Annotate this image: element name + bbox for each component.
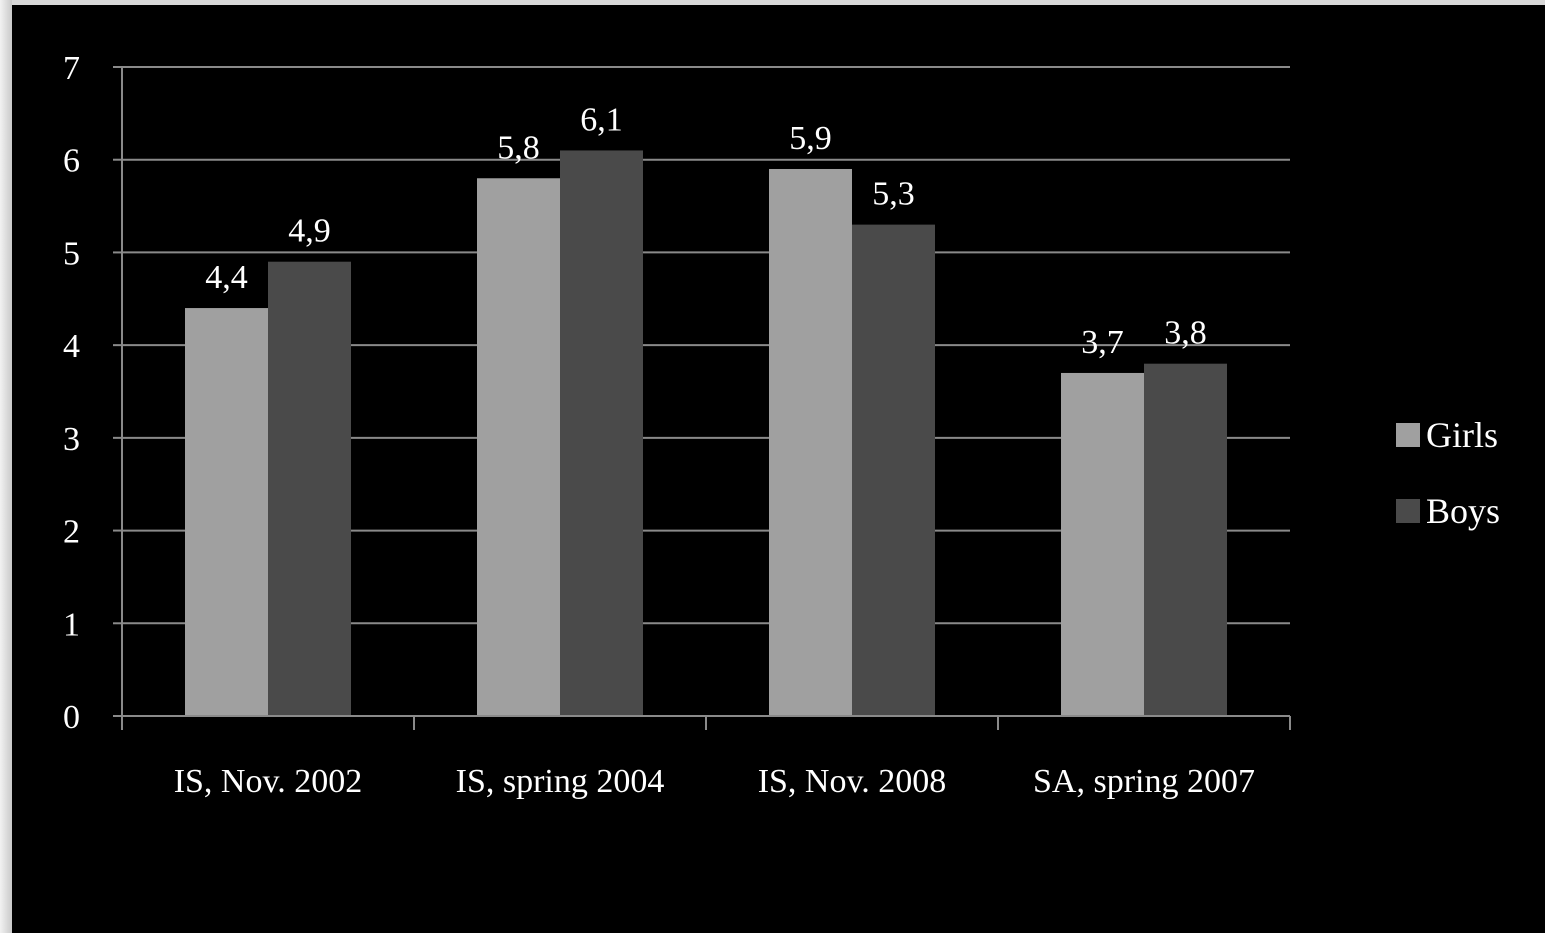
- x-axis-labels: IS, Nov. 2002 IS, spring 2004 IS, Nov. 200…: [174, 763, 1255, 800]
- data-label-girls-4: 3,7: [1081, 324, 1124, 361]
- data-labels: 4,4 4,9 5,8 6,1 5,9 5,3 3,7 3,8: [205, 101, 1207, 361]
- data-label-girls-2: 5,8: [497, 129, 540, 166]
- x-category-label: IS, Nov. 2002: [174, 763, 363, 800]
- bar-boys-4: [1144, 363, 1227, 716]
- legend-label-girls: Girls: [1426, 415, 1498, 455]
- bar-girls-1: [185, 308, 268, 716]
- axes: [113, 66, 1291, 730]
- bar-boys-1: [268, 261, 351, 716]
- bar-boys-2: [560, 150, 643, 716]
- window-frame-left: [0, 0, 12, 933]
- legend: Girls Boys: [1396, 415, 1500, 531]
- legend-swatch-girls: [1396, 423, 1420, 447]
- y-tick-label: 7: [63, 50, 80, 87]
- y-tick-label: 6: [63, 143, 80, 180]
- data-label-boys-1: 4,9: [288, 213, 331, 250]
- y-tick-label: 0: [63, 699, 80, 736]
- y-tick-label: 4: [63, 328, 80, 365]
- window-frame-top: [0, 0, 1545, 5]
- bar-girls-4: [1061, 372, 1144, 716]
- bar-girls-3: [769, 168, 852, 716]
- x-category-label: SA, spring 2007: [1033, 763, 1255, 800]
- x-category-label: IS, spring 2004: [456, 763, 665, 800]
- data-label-boys-3: 5,3: [872, 176, 915, 213]
- data-label-boys-4: 3,8: [1164, 315, 1207, 352]
- y-tick-label: 3: [63, 421, 80, 458]
- y-tick-label: 5: [63, 235, 80, 272]
- data-label-girls-3: 5,9: [789, 120, 832, 157]
- data-label-boys-2: 6,1: [580, 101, 623, 138]
- x-category-label: IS, Nov. 2008: [758, 763, 947, 800]
- y-tick-label: 2: [63, 514, 80, 551]
- legend-swatch-boys: [1396, 499, 1420, 523]
- bar-girls-2: [477, 178, 560, 716]
- data-label-girls-1: 4,4: [205, 259, 248, 296]
- bars: [185, 150, 1227, 716]
- legend-label-boys: Boys: [1426, 491, 1500, 531]
- bar-boys-3: [852, 224, 935, 716]
- y-axis-labels: 0 1 2 3 4 5 6 7: [63, 50, 80, 736]
- y-tick-label: 1: [63, 606, 80, 643]
